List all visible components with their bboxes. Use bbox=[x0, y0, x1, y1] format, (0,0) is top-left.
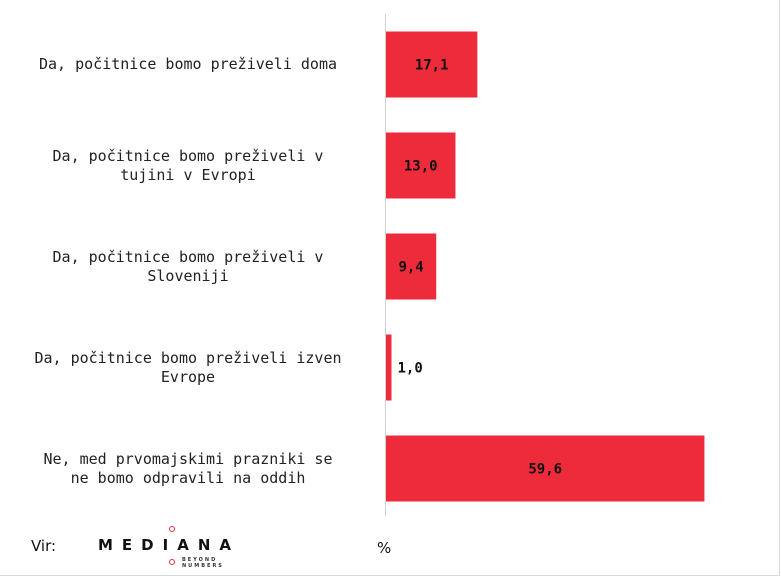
category-label: Da, počitnice bomo preživeli v Sloveniji bbox=[52, 247, 324, 285]
logo-wordmark: MEDIANA bbox=[98, 536, 240, 554]
bar bbox=[386, 132, 456, 199]
data-label: 1,0 bbox=[398, 361, 423, 377]
data-label: 13,0 bbox=[404, 159, 438, 175]
data-label: 17,1 bbox=[415, 58, 449, 74]
category-label: Da, počitnice bomo preživeli izven Evrop… bbox=[34, 348, 342, 386]
data-label: 59,6 bbox=[528, 462, 562, 478]
category-label: Da, počitnice bomo preživeli doma bbox=[38, 55, 337, 73]
bar bbox=[386, 435, 705, 502]
data-label: 9,4 bbox=[398, 260, 423, 276]
logo-dot-icon bbox=[169, 526, 175, 532]
bar-chart: 17,1 13,0 9,4 1,0 59,6 bbox=[385, 14, 705, 516]
category-label: Ne, med prvomajskimi prazniki se ne bomo… bbox=[43, 449, 333, 487]
logo-tagline: BEYOND NUMBERS bbox=[182, 557, 224, 569]
bar bbox=[386, 31, 478, 98]
bar bbox=[386, 334, 392, 401]
axis-unit-label: % bbox=[377, 539, 392, 557]
category-label: Da, počitnice bomo preživeli v tujini v … bbox=[52, 146, 324, 184]
bar bbox=[386, 233, 437, 300]
source-label: Vir: bbox=[31, 537, 57, 555]
mediana-logo: MEDIANA BEYOND NUMBERS bbox=[98, 524, 248, 572]
logo-dot-icon bbox=[169, 559, 175, 565]
